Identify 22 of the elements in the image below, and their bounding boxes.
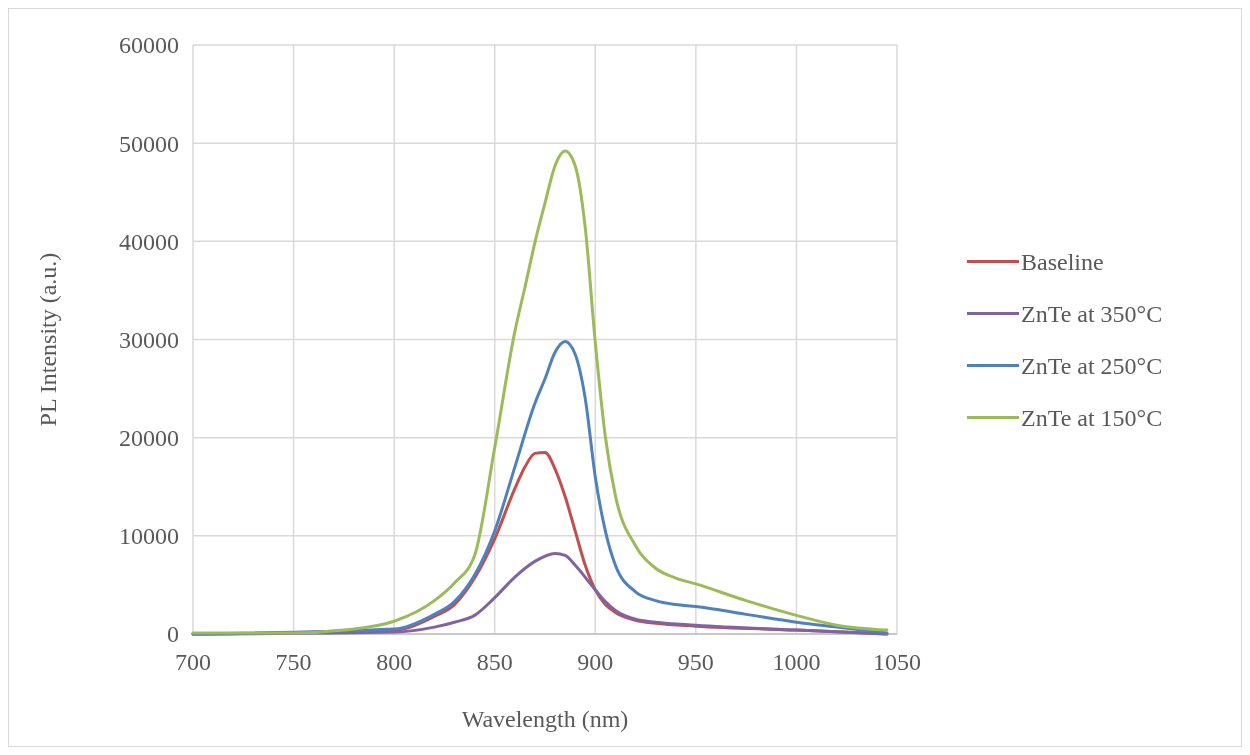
y-tick-label: 60000 bbox=[119, 32, 179, 59]
legend-label: ZnTe at 350°C bbox=[1021, 300, 1163, 327]
y-tick-label: 20000 bbox=[119, 425, 179, 452]
y-tick-label: 30000 bbox=[119, 326, 179, 353]
x-tick-label: 750 bbox=[275, 649, 312, 675]
x-tick-label: 900 bbox=[577, 649, 614, 675]
line-series bbox=[191, 149, 889, 635]
legend-label: ZnTe at 250°C bbox=[1021, 352, 1163, 379]
x-tick-label: 950 bbox=[677, 649, 714, 675]
y-axis-title: PL Intensity (a.u.) bbox=[35, 252, 61, 427]
y-tick-label: 40000 bbox=[119, 228, 179, 255]
x-tick-label: 850 bbox=[476, 649, 513, 675]
legend-label: Baseline bbox=[1021, 248, 1104, 275]
x-tick-label: 700 bbox=[175, 649, 211, 675]
x-tick-label: 800 bbox=[376, 649, 413, 675]
y-tick-label: 50000 bbox=[119, 130, 179, 157]
y-tick-label: 0 bbox=[167, 621, 179, 648]
y-tick-label: 10000 bbox=[119, 523, 179, 550]
x-axis-title: Wavelength (nm) bbox=[461, 706, 629, 732]
x-tick-label: 1050 bbox=[873, 649, 921, 675]
legend-label: ZnTe at 150°C bbox=[1021, 404, 1163, 431]
x-tick-label: 1000 bbox=[772, 649, 821, 675]
